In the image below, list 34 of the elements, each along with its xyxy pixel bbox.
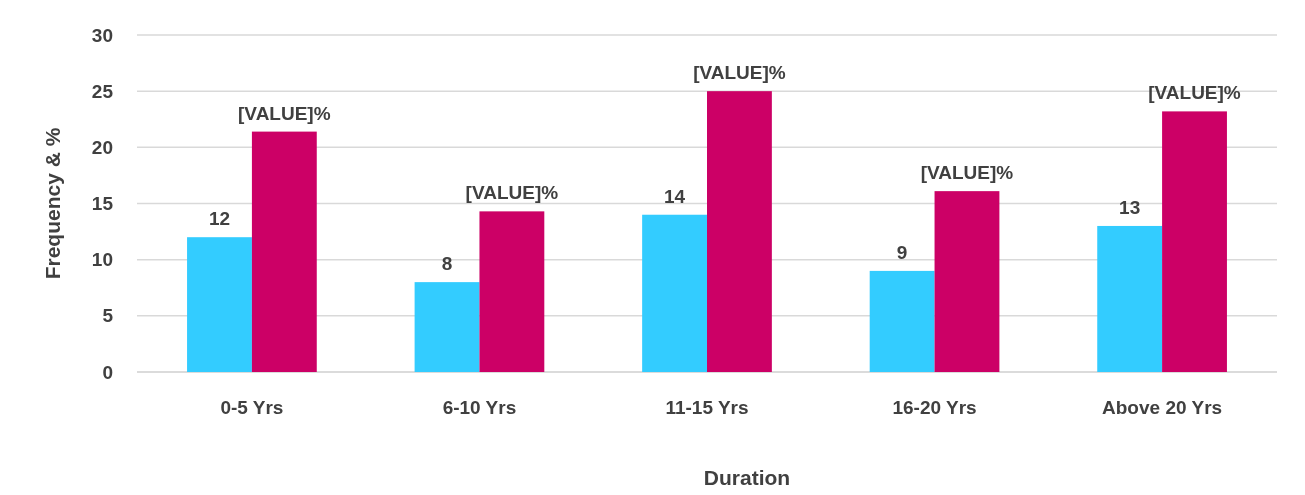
y-tick-label: 30: [91, 24, 113, 46]
y-tick-label: 10: [91, 249, 113, 271]
y-axis-title: Frequency & %: [41, 127, 64, 280]
bar: [1162, 111, 1227, 372]
data-label: [VALUE]%: [1148, 82, 1241, 104]
data-label: 8: [441, 253, 453, 275]
bar: [707, 91, 772, 372]
bar: [187, 237, 252, 372]
bar: [869, 270, 935, 372]
y-tick-label: 25: [91, 80, 114, 102]
data-label: 13: [1119, 196, 1141, 218]
data-label: [VALUE]%: [693, 62, 786, 84]
data-label: 9: [896, 241, 908, 263]
x-tick-label: Above 20 Yrs: [1102, 397, 1223, 418]
data-label: [VALUE]%: [465, 182, 559, 204]
bar: [479, 211, 545, 372]
data-label: [VALUE]%: [238, 102, 331, 124]
bar: [414, 282, 480, 372]
x-tick-label: 0-5 Yrs: [220, 397, 284, 418]
data-label: 14: [664, 185, 686, 207]
y-tick-label: 0: [102, 361, 113, 383]
x-tick-label: 6-10 Yrs: [442, 397, 517, 418]
y-tick-label: 5: [102, 305, 114, 327]
x-axis-title: Duration: [703, 466, 791, 489]
bar: [642, 214, 707, 372]
bar: [934, 191, 1000, 372]
y-tick-label: 20: [91, 136, 113, 158]
x-tick-label: 11-15 Yrs: [665, 397, 749, 418]
bar: [251, 131, 317, 372]
data-label: [VALUE]%: [920, 162, 1014, 184]
data-label: 12: [208, 208, 231, 230]
bar: [1097, 225, 1163, 372]
y-tick-label: 15: [91, 193, 114, 215]
x-tick-label: 16-20 Yrs: [892, 397, 977, 418]
